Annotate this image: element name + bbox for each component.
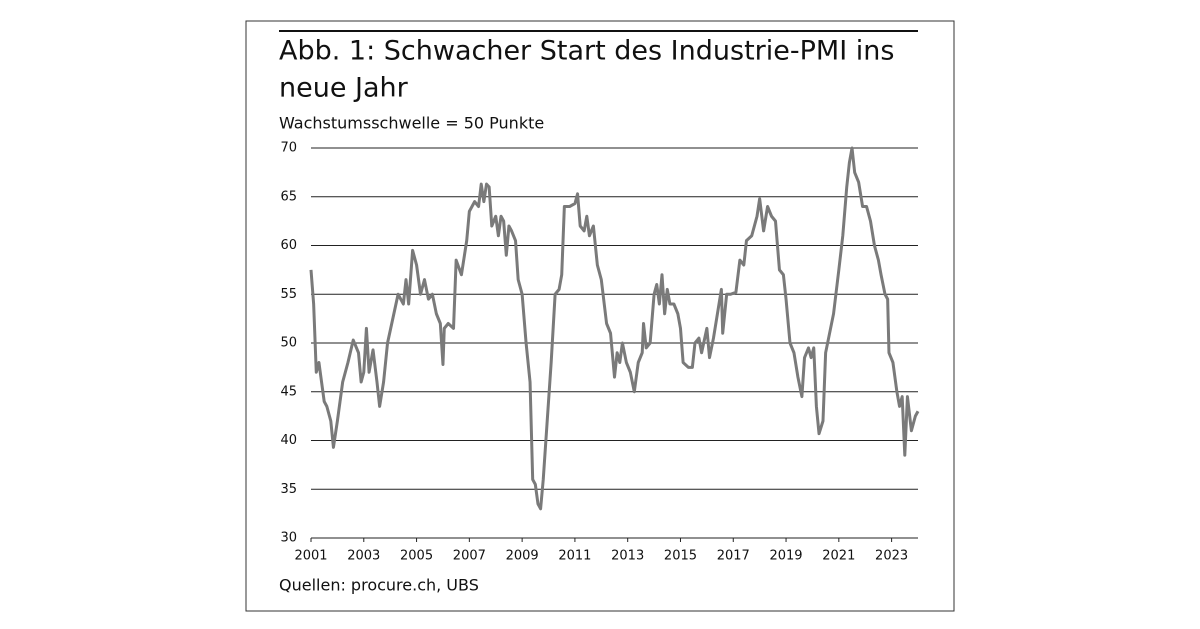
- x-tick-label: 2005: [400, 549, 433, 564]
- source: Quellen: procure.ch, UBS: [279, 576, 479, 595]
- y-tick-label: 45: [280, 384, 297, 399]
- y-tick-label: 65: [280, 189, 297, 204]
- x-tick-label: 2003: [347, 549, 380, 564]
- x-tick-label: 2023: [875, 549, 908, 564]
- subtitle: Wachstumsschwelle = 50 Punkte: [279, 114, 544, 133]
- y-tick-label: 40: [280, 433, 297, 448]
- x-tick-label: 2007: [453, 549, 486, 564]
- chart-title: neue Jahr: [279, 73, 409, 104]
- x-tick-label: 2001: [294, 549, 327, 564]
- x-tick-label: 2011: [558, 549, 591, 564]
- y-tick-label: 50: [280, 336, 297, 351]
- x-tick-label: 2021: [822, 549, 855, 564]
- x-tick-label: 2009: [506, 549, 539, 564]
- x-tick-label: 2017: [717, 549, 750, 564]
- y-tick-label: 35: [280, 482, 297, 497]
- y-tick-label: 30: [280, 531, 297, 546]
- x-tick-label: 2019: [769, 549, 802, 564]
- x-tick-label: 2015: [664, 549, 697, 564]
- x-tick-label: 2013: [611, 549, 644, 564]
- y-tick-label: 60: [280, 238, 297, 253]
- chart-title: Abb. 1: Schwacher Start des Industrie-PM…: [279, 36, 894, 67]
- y-tick-label: 55: [280, 287, 297, 302]
- frame: [245, 20, 955, 612]
- y-tick-label: 70: [280, 141, 297, 156]
- line: [309, 146, 920, 511]
